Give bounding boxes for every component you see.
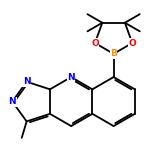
Text: O: O (91, 38, 99, 48)
Text: B: B (110, 49, 117, 58)
Text: O: O (128, 38, 136, 48)
Text: N: N (23, 77, 30, 86)
Text: N: N (67, 73, 75, 82)
Text: N: N (9, 97, 16, 106)
